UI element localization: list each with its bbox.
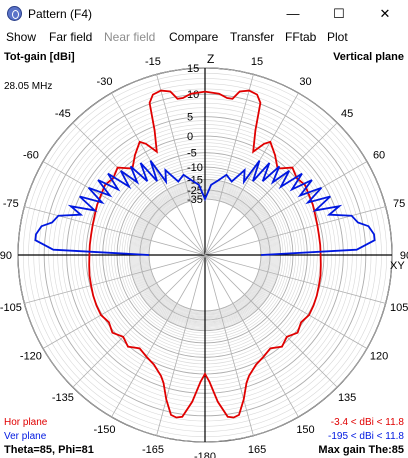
angle-label: -105 xyxy=(0,302,22,314)
angle-label: -120 xyxy=(20,351,42,363)
radial-label: -35 xyxy=(187,194,203,206)
spoke xyxy=(42,254,206,349)
angle-label: 60 xyxy=(373,150,385,162)
angle-label: -75 xyxy=(3,198,19,210)
spoke xyxy=(42,161,206,256)
angle-label: 120 xyxy=(370,351,388,363)
radial-label: 0 xyxy=(187,131,193,143)
close-button[interactable]: ✕ xyxy=(379,6,391,21)
spoke xyxy=(204,254,254,436)
angle-label: 75 xyxy=(393,198,405,210)
radial-label: 15 xyxy=(187,63,199,75)
title-bar: Pattern (F4) — ☐ ✕ xyxy=(0,0,408,28)
spoke xyxy=(204,74,254,256)
angle-labels: -180-165-150-135-120-105-90-75-60-45-30-… xyxy=(0,56,408,458)
angle-label: 150 xyxy=(296,424,314,436)
spoke xyxy=(111,92,206,256)
spoke xyxy=(156,254,206,436)
hor-plane-range: -3.4 < dBi < 11.8 xyxy=(330,417,404,428)
spoke xyxy=(156,74,206,256)
spoke xyxy=(204,92,299,256)
theta-phi-readout: Theta=85, Phi=81 xyxy=(4,444,94,456)
spoke xyxy=(24,254,206,304)
angle-label: -15 xyxy=(145,56,161,68)
max-gain-readout: Max gain The:85 xyxy=(318,444,404,456)
ver-plane-range: -195 < dBi < 11.8 xyxy=(328,431,404,442)
angle-label: 105 xyxy=(390,302,408,314)
pattern-plot-area[interactable]: Tot-gain [dBi] Vertical plane 28.05 MHz … xyxy=(0,48,408,458)
ver-plane-legend: Ver plane xyxy=(4,431,47,442)
spoke xyxy=(204,254,299,418)
menu-show[interactable]: Show xyxy=(6,30,37,44)
angle-label: -150 xyxy=(93,424,115,436)
frequency-label: 28.05 MHz xyxy=(4,81,53,92)
xy-axis-label: XY xyxy=(390,260,405,272)
menu-transfer[interactable]: Transfer xyxy=(230,30,275,44)
polar-grid xyxy=(17,67,393,443)
angle-label: -165 xyxy=(142,444,164,456)
menu-plot[interactable]: Plot xyxy=(327,30,348,44)
radial-label: -15 xyxy=(187,174,203,186)
spoke xyxy=(204,254,338,388)
angle-label: 165 xyxy=(248,444,266,456)
angle-label: 135 xyxy=(338,392,356,404)
spoke xyxy=(204,254,386,304)
angle-label: -30 xyxy=(97,76,113,88)
menu-bar: Show Far field Near field Compare Transf… xyxy=(0,28,408,48)
window-title: Pattern (F4) xyxy=(28,7,93,21)
hor-plane-legend: Hor plane xyxy=(4,417,48,428)
menu-fftab[interactable]: FFtab xyxy=(285,30,317,44)
ver-plane-trace xyxy=(34,160,376,256)
gain-header: Tot-gain [dBi] xyxy=(4,51,75,63)
menu-near-field: Near field xyxy=(104,30,156,44)
spoke xyxy=(72,122,206,256)
angle-label: -180 xyxy=(194,451,216,458)
angle-label: 45 xyxy=(341,108,353,120)
spoke xyxy=(204,206,386,256)
angle-label: -135 xyxy=(52,392,74,404)
spoke xyxy=(204,161,368,256)
menu-far-field[interactable]: Far field xyxy=(49,30,93,44)
minimize-button[interactable]: — xyxy=(286,6,300,21)
angle-label: -90 xyxy=(0,250,12,262)
app-icon xyxy=(7,6,22,21)
angle-label: -45 xyxy=(55,108,71,120)
z-axis-label: Z xyxy=(207,52,215,66)
angle-label: 15 xyxy=(251,56,263,68)
hor-plane-trace xyxy=(88,89,322,419)
spoke xyxy=(72,254,206,388)
spoke xyxy=(204,122,338,256)
radial-label: -25 xyxy=(187,185,203,197)
angle-label: 90 xyxy=(400,250,408,262)
radial-label: -5 xyxy=(187,148,197,160)
angle-label: 30 xyxy=(299,76,311,88)
maximize-button[interactable]: ☐ xyxy=(333,6,345,21)
radial-label: 5 xyxy=(187,112,193,124)
spoke xyxy=(111,254,206,418)
angle-label: -60 xyxy=(23,150,39,162)
polar-chart: -180-165-150-135-120-105-90-75-60-45-30-… xyxy=(0,56,408,458)
radial-label: -10 xyxy=(187,162,203,174)
spoke xyxy=(204,254,368,349)
menu-compare[interactable]: Compare xyxy=(169,30,219,44)
plane-header: Vertical plane xyxy=(333,51,404,63)
spoke xyxy=(24,206,206,256)
